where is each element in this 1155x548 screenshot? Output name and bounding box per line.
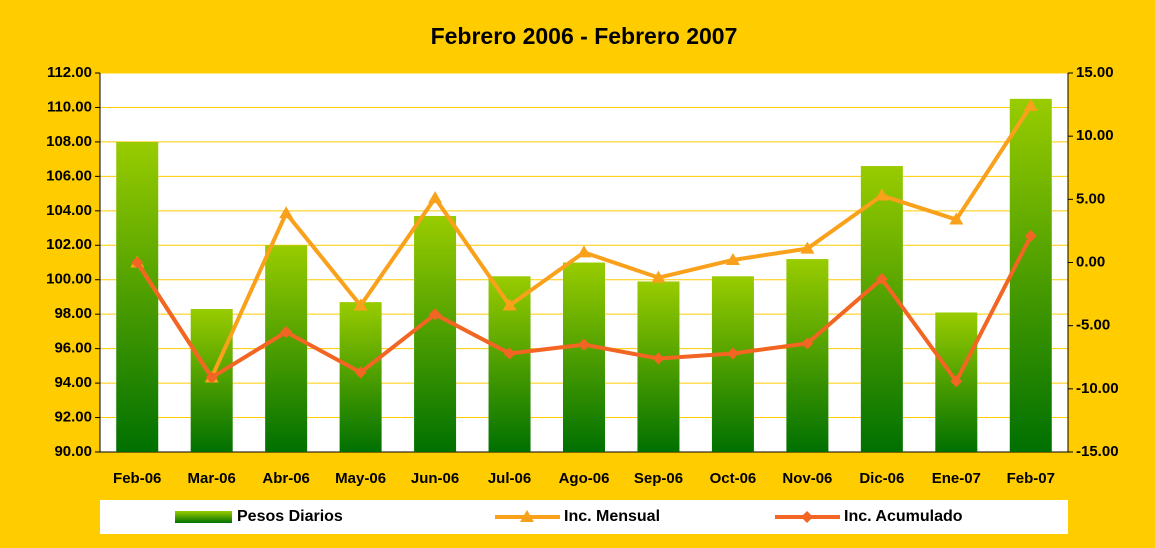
x-tick-label: Ago-06 — [559, 470, 610, 487]
bar — [265, 245, 308, 452]
marker — [651, 270, 666, 283]
marker — [502, 298, 517, 311]
bar — [860, 166, 903, 452]
marker — [652, 352, 665, 365]
marker — [353, 298, 368, 311]
y-tick-label: 96.00 — [54, 340, 92, 357]
bar — [563, 262, 605, 452]
x-tick-label: Nov-06 — [782, 470, 832, 487]
marker — [280, 325, 293, 338]
bar — [786, 259, 829, 452]
y2-tick-label: -10.00 — [1076, 380, 1119, 397]
y-tick-label: 94.00 — [54, 374, 92, 391]
marker — [875, 272, 888, 285]
y-tick-label: 92.00 — [54, 409, 92, 426]
legend-label: Inc. Acumulado — [844, 508, 963, 525]
legend-label: Pesos Diarios — [237, 508, 343, 525]
y-tick-label: 104.00 — [46, 202, 92, 219]
y-tick-label: 112.00 — [47, 64, 92, 81]
bar — [637, 281, 680, 452]
x-tick-label: Ene-07 — [932, 470, 981, 487]
marker — [577, 245, 591, 258]
marker — [279, 206, 294, 219]
x-tick-label: May-06 — [335, 470, 386, 487]
x-tick-label: Feb-07 — [1007, 470, 1055, 487]
marker — [726, 347, 739, 360]
marker — [429, 308, 442, 321]
legend-swatch — [175, 511, 232, 523]
marker — [428, 191, 443, 204]
bar — [116, 141, 159, 452]
marker — [800, 241, 815, 254]
marker — [354, 366, 367, 379]
marker — [874, 188, 889, 201]
marker — [1023, 98, 1038, 111]
bar — [1009, 98, 1052, 452]
x-tick-label: Jun-06 — [411, 470, 459, 487]
x-tick-label: Feb-06 — [113, 470, 161, 487]
marker — [950, 375, 963, 388]
y-tick-label: 90.00 — [54, 443, 92, 460]
y-tick-label: 110.00 — [47, 98, 92, 115]
y2-tick-label: 0.00 — [1076, 253, 1105, 270]
marker — [205, 371, 218, 384]
y-tick-label: 98.00 — [54, 305, 92, 322]
y2-tick-label: 10.00 — [1076, 127, 1114, 144]
legend-label: Inc. Mensual — [564, 508, 660, 525]
x-tick-label: Abr-06 — [262, 470, 310, 487]
bar — [414, 215, 457, 452]
y-tick-label: 106.00 — [46, 167, 92, 184]
marker — [801, 337, 814, 350]
x-tick-label: Mar-06 — [188, 470, 236, 487]
legend-marker — [801, 511, 813, 523]
marker — [1024, 229, 1037, 242]
y2-tick-label: 15.00 — [1076, 64, 1114, 81]
chart-title: Febrero 2006 - Febrero 2007 — [431, 23, 738, 49]
x-tick-label: Jul-06 — [488, 470, 531, 487]
marker — [725, 252, 740, 265]
legend-marker — [520, 510, 534, 522]
y-tick-label: 108.00 — [46, 133, 92, 150]
x-tick-label: Dic-06 — [859, 470, 904, 487]
y2-tick-label: -5.00 — [1076, 317, 1110, 334]
marker — [131, 256, 144, 269]
x-tick-label: Sep-06 — [634, 470, 683, 487]
y-tick-label: 102.00 — [46, 236, 92, 253]
marker — [578, 338, 590, 351]
marker — [949, 212, 964, 225]
marker — [503, 347, 516, 360]
x-tick-label: Oct-06 — [710, 470, 757, 487]
y2-tick-label: 5.00 — [1076, 190, 1105, 207]
bar — [711, 276, 754, 452]
legend-box — [100, 500, 1068, 534]
y2-tick-label: -15.00 — [1076, 443, 1119, 460]
y-tick-label: 100.00 — [46, 271, 92, 288]
